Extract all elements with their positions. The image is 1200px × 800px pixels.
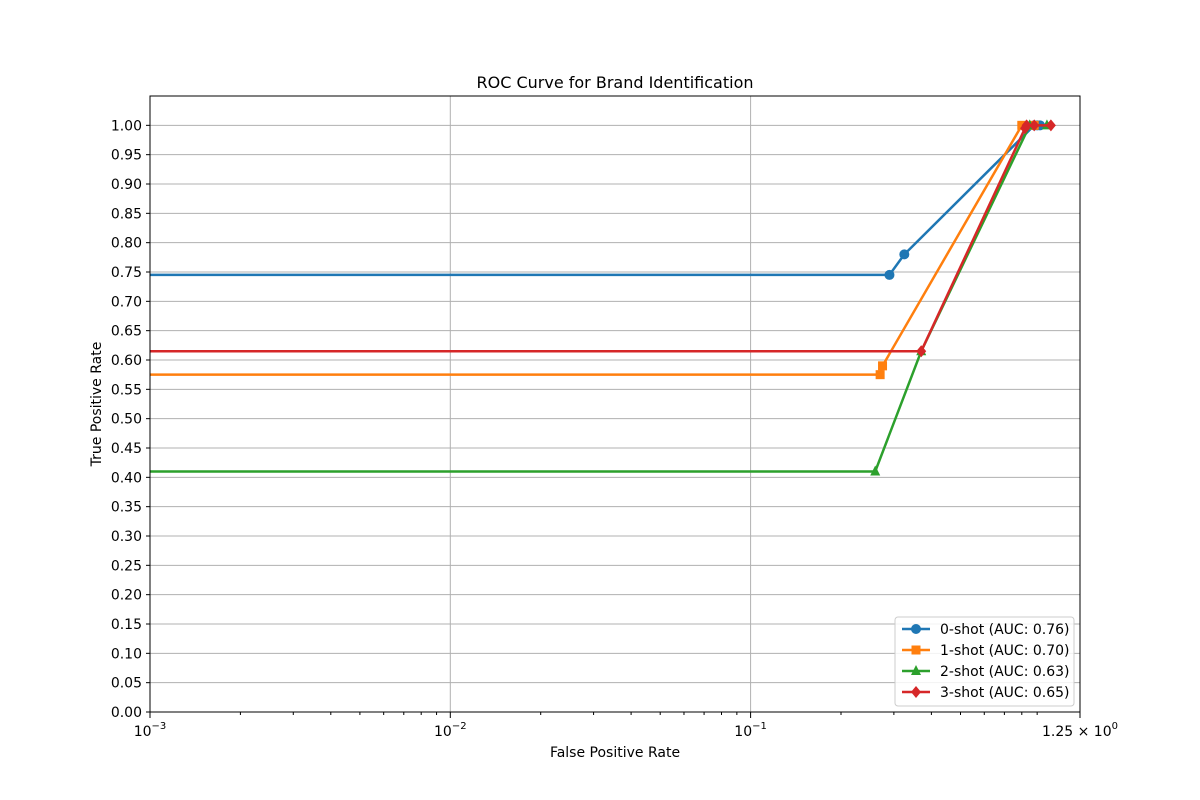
x-tick-base: 10 (134, 724, 152, 740)
y-tick-label: 0.00 (111, 705, 142, 721)
y-tick-label: 0.95 (111, 148, 142, 164)
legend-item: 1-shot (AUC: 0.70) (902, 643, 1070, 659)
legend-item: 3-shot (AUC: 0.65) (902, 685, 1070, 701)
y-tick-label: 0.15 (111, 617, 142, 633)
y-tick-label: 0.55 (111, 382, 142, 398)
y-tick-label: 0.85 (111, 206, 142, 222)
y-tick-label: 0.65 (111, 324, 142, 340)
x-axis-label: False Positive Rate (550, 745, 680, 761)
data-point (1045, 119, 1056, 132)
legend-label: 0-shot (AUC: 0.76) (940, 622, 1070, 638)
legend-item: 2-shot (AUC: 0.63) (902, 664, 1070, 680)
series-layer (150, 119, 1056, 476)
x-tick-exponent: −1 (752, 721, 767, 732)
y-tick-label: 0.10 (111, 646, 142, 662)
x-tick-label: 10−1 (734, 721, 767, 740)
series-line (150, 124, 1041, 277)
data-point (875, 370, 885, 380)
x-tick-label: 1.25 × 100 (1042, 721, 1118, 740)
legend-marker (911, 686, 921, 698)
x-tick-label: 10−2 (434, 721, 467, 740)
y-tick-label: 0.05 (111, 676, 142, 692)
legend-marker (911, 624, 921, 634)
y-tick-label: 0.20 (111, 588, 142, 604)
data-point (1029, 119, 1040, 132)
y-tick-label: 0.80 (111, 236, 142, 252)
x-tick-base: 10 (434, 724, 452, 740)
y-tick-label: 0.60 (111, 353, 142, 369)
y-tick-label: 0.40 (111, 470, 142, 486)
legend-marker (911, 645, 921, 655)
y-tick-label: 0.70 (111, 294, 142, 310)
legend-label: 2-shot (AUC: 0.63) (940, 664, 1070, 680)
x-tick-base: 10 (734, 724, 752, 740)
series-line (150, 124, 1051, 353)
x-tick-exponent: −2 (452, 721, 467, 732)
legend-item: 0-shot (AUC: 0.76) (902, 622, 1070, 638)
chart-title: ROC Curve for Brand Identification (477, 73, 754, 92)
legend-marker (911, 665, 921, 675)
data-point (899, 249, 910, 260)
data-point (1021, 119, 1032, 132)
legend-label: 3-shot (AUC: 0.65) (940, 685, 1070, 701)
series-2 (150, 119, 1052, 476)
legend-frame (894, 616, 1075, 707)
data-point (878, 361, 888, 371)
y-tick-label: 1.00 (111, 118, 142, 134)
data-point (870, 465, 881, 476)
y-tick-label: 0.75 (111, 265, 142, 281)
series-line (150, 124, 1047, 473)
x-tick-label: 10−3 (134, 721, 167, 740)
legend-label: 1-shot (AUC: 0.70) (940, 643, 1070, 659)
y-tick-label: 0.25 (111, 558, 142, 574)
y-axis-label: True Positive Rate (89, 342, 105, 468)
series-0 (150, 120, 1046, 280)
data-point (884, 269, 895, 280)
x-axis: 10−3 10−2 10−1 1.25 × 100 (134, 712, 1118, 740)
y-tick-label: 0.30 (111, 529, 142, 545)
y-axis: 0.00 0.05 0.10 0.15 0.20 0.25 0.30 0.35 0.40 0.45… (111, 118, 150, 721)
data-point (916, 345, 927, 358)
x-tick-exponent: 0 (1112, 721, 1118, 732)
x-tick-base: 1.25 × 10 (1042, 724, 1112, 740)
x-tick-exponent: −3 (152, 721, 167, 732)
series-1 (150, 120, 1039, 380)
series-3 (150, 119, 1056, 358)
series-line (150, 124, 1035, 376)
y-tick-label: 0.50 (111, 412, 142, 428)
legend: 0-shot (AUC: 0.76) 1-shot (AUC: 0.70) 2-sh… (894, 616, 1075, 707)
y-tick-label: 0.35 (111, 500, 142, 516)
y-tick-label: 0.90 (111, 177, 142, 193)
y-tick-label: 0.45 (111, 441, 142, 457)
plot-frame (149, 95, 1081, 713)
